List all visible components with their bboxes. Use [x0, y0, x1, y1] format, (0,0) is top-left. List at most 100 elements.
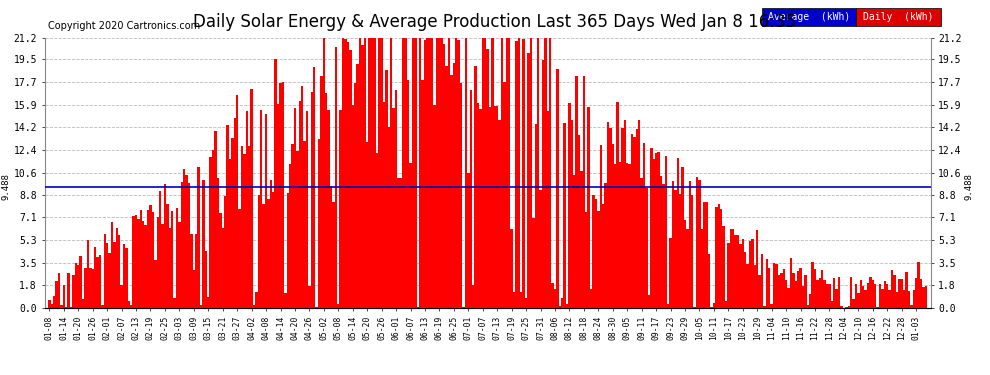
Bar — [708, 254, 710, 308]
Bar — [154, 260, 156, 308]
Bar — [142, 220, 145, 308]
Bar — [289, 164, 291, 308]
Bar — [523, 39, 525, 308]
Bar — [265, 114, 267, 308]
Bar — [363, 38, 366, 308]
Bar — [452, 63, 455, 308]
Bar — [530, 38, 532, 308]
Bar — [725, 301, 727, 307]
Bar — [474, 66, 477, 308]
Bar — [768, 268, 770, 308]
Bar — [431, 38, 434, 308]
Bar — [354, 82, 356, 308]
Bar — [224, 196, 227, 308]
Bar — [896, 292, 898, 308]
Bar — [802, 285, 804, 308]
Bar — [193, 270, 195, 308]
Bar — [489, 106, 491, 308]
Bar — [686, 230, 689, 308]
Bar — [782, 269, 785, 308]
Bar — [436, 38, 439, 308]
Bar — [202, 180, 205, 308]
Bar — [639, 120, 641, 308]
Bar — [444, 44, 446, 308]
Bar — [501, 38, 503, 308]
Bar — [286, 192, 289, 308]
Bar — [282, 82, 284, 308]
Bar — [740, 244, 742, 308]
Bar — [600, 145, 602, 308]
Bar — [647, 294, 650, 307]
Bar — [718, 204, 720, 308]
Bar — [484, 38, 486, 308]
Bar — [652, 159, 655, 308]
Bar — [558, 306, 561, 308]
Bar — [862, 286, 864, 308]
Bar — [857, 293, 859, 308]
Bar — [732, 229, 735, 308]
Bar — [856, 8, 940, 26]
Bar — [650, 148, 652, 308]
Bar — [486, 50, 489, 308]
Bar — [277, 105, 279, 308]
Bar — [706, 202, 708, 308]
Bar — [831, 302, 834, 307]
Bar — [785, 280, 787, 308]
Bar — [301, 86, 303, 308]
Bar — [342, 38, 345, 308]
Bar — [602, 204, 604, 308]
Bar — [380, 38, 383, 308]
Bar — [472, 285, 474, 308]
Bar — [891, 270, 893, 308]
Bar — [770, 304, 773, 307]
Bar — [790, 258, 792, 308]
Bar — [597, 211, 600, 308]
Bar — [898, 279, 901, 308]
Bar — [424, 40, 426, 308]
Bar — [587, 107, 590, 307]
Bar — [556, 69, 558, 308]
Bar — [910, 305, 913, 308]
Bar — [778, 275, 780, 308]
Bar — [918, 262, 920, 308]
Bar — [506, 38, 508, 308]
Bar — [703, 202, 706, 308]
Bar — [876, 307, 879, 308]
Bar — [667, 304, 669, 307]
Bar — [207, 297, 210, 307]
Bar — [70, 307, 72, 308]
Bar — [156, 217, 159, 308]
Bar — [826, 284, 829, 308]
Bar — [787, 288, 790, 308]
Bar — [375, 153, 378, 308]
Bar — [337, 304, 340, 307]
Bar — [291, 144, 294, 308]
Bar — [585, 212, 587, 308]
Bar — [231, 138, 234, 308]
Bar — [765, 259, 768, 308]
Text: 9.488: 9.488 — [965, 173, 974, 200]
Bar — [392, 108, 395, 307]
Bar — [60, 305, 62, 308]
Bar — [91, 269, 94, 308]
Bar — [852, 299, 854, 307]
Bar — [272, 192, 274, 308]
Bar — [624, 120, 626, 308]
Bar — [619, 162, 621, 308]
Bar — [841, 306, 842, 308]
Bar — [185, 175, 188, 308]
Bar — [417, 307, 419, 308]
Bar — [345, 39, 346, 308]
Bar — [657, 152, 659, 308]
Bar — [145, 225, 147, 308]
Bar — [498, 120, 501, 308]
Bar — [89, 268, 91, 308]
Bar — [74, 262, 77, 308]
Bar — [684, 220, 686, 308]
Bar — [636, 129, 639, 308]
Bar — [149, 205, 151, 308]
Bar — [366, 142, 368, 308]
Bar — [528, 53, 530, 307]
Bar — [544, 38, 546, 308]
Bar — [689, 181, 691, 308]
